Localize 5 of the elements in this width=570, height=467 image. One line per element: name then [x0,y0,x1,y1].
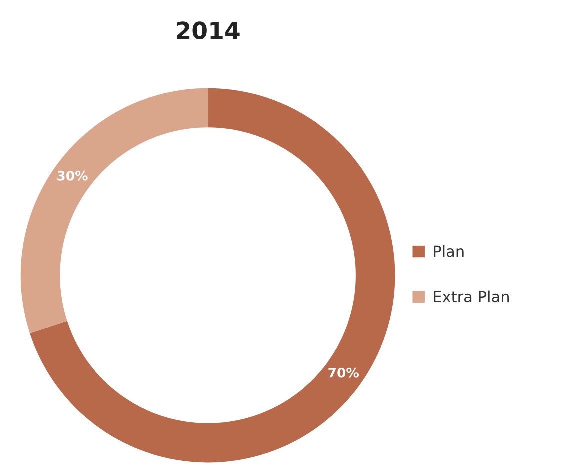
data-label: 30% [58,170,88,181]
legend-label: Plan [434,245,464,258]
data-label: 70% [328,368,359,378]
legend-label: Extra Plan [434,290,509,303]
chart-title: 2014 [177,22,240,40]
